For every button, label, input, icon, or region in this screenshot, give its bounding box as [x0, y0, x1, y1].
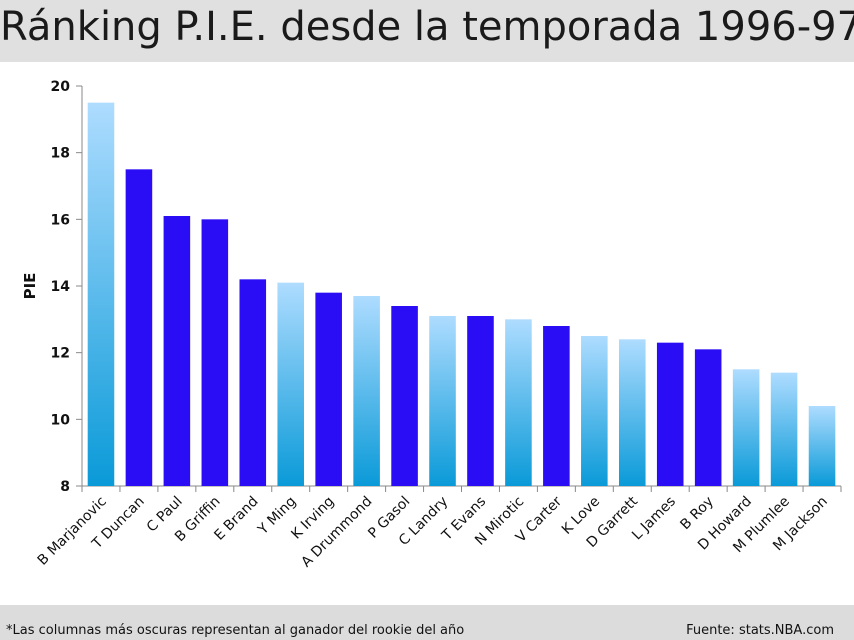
- footnote: *Las columnas más oscuras representan al…: [6, 623, 465, 638]
- bar-d-garrett: [618, 339, 646, 486]
- source-credit: Fuente: stats.NBA.com: [686, 623, 834, 638]
- y-tick-label: 8: [60, 479, 70, 495]
- bar-a-drummond: [353, 296, 380, 486]
- bar-b-roy: [694, 349, 722, 486]
- chart-title: Ránking P.I.E. desde la temporada 1996-9…: [0, 4, 854, 50]
- y-tick-label: 12: [51, 346, 70, 362]
- bar-n-mirotic: [505, 319, 532, 486]
- footer-bar: [0, 605, 854, 640]
- bar-c-landry: [429, 316, 456, 486]
- bar-t-duncan: [125, 169, 153, 486]
- y-axis-label: PIE: [21, 273, 39, 300]
- bar-k-love: [581, 336, 608, 486]
- bar-k-irving: [315, 292, 342, 486]
- bar-b-griffin: [201, 219, 229, 487]
- bar-v-carter: [543, 326, 570, 486]
- bars: [87, 102, 836, 487]
- bar-m-jackson: [808, 406, 836, 486]
- bar-t-evans: [467, 316, 494, 486]
- y-tick-label: 20: [51, 79, 71, 95]
- y-tick-label: 10: [51, 412, 71, 428]
- title-bar: [0, 0, 854, 62]
- bar-p-gasol: [391, 306, 418, 486]
- y-tick-label: 18: [51, 146, 70, 162]
- bar-b-marjanovic: [87, 102, 115, 486]
- y-tick-label: 16: [51, 212, 70, 228]
- bar-c-paul: [163, 216, 191, 486]
- bar-l-james: [656, 342, 684, 486]
- bar-d-howard: [732, 369, 760, 486]
- bar-m-plumlee: [770, 372, 798, 486]
- y-tick-label: 14: [51, 279, 71, 295]
- bar-y-ming: [277, 282, 305, 486]
- bar-e-brand: [239, 279, 267, 486]
